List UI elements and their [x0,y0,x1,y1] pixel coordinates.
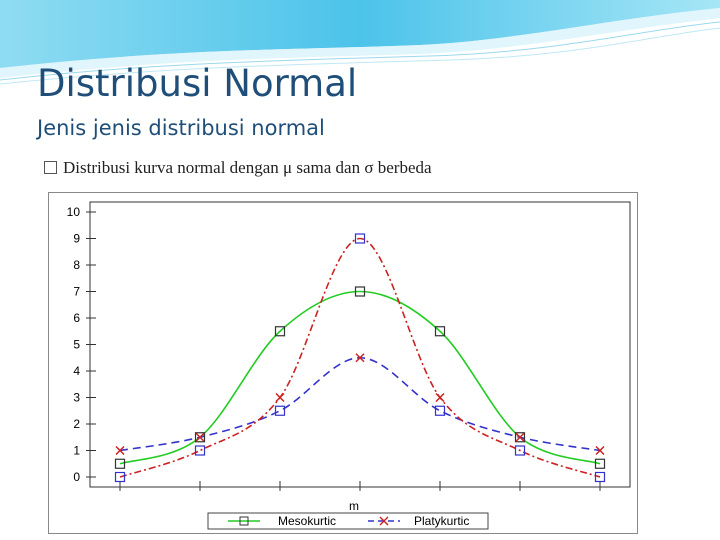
data-point-square [594,458,606,469]
chart-legend: Mesokurtic Platykurtic [207,512,489,530]
bullet-item: Distribusi kurva normal dengan μ sama da… [44,158,432,178]
data-point-square [434,326,446,337]
y-tick-label: 3 [73,391,80,405]
data-point-square [194,445,206,456]
y-tick-label: 5 [73,338,80,352]
header-wave-decoration [0,0,720,85]
y-tick-label: 8 [73,258,80,272]
data-markers [114,233,606,483]
legend-label-platykurtic: Platykurtic [414,514,469,528]
series-line-2 [119,237,601,478]
data-point-square [354,286,366,297]
data-point-x [275,392,285,403]
y-tick-label: 1 [73,444,80,458]
data-point-x [435,392,445,403]
x-axis [119,481,601,491]
data-point-square [354,233,366,244]
chart-outer-frame [48,192,638,534]
legend-label-mesokurtic: Mesokurtic [278,514,336,528]
y-tick-label: 2 [73,417,80,431]
data-point-square [274,326,286,337]
y-tick-label: 0 [73,470,80,484]
data-point-square [594,471,606,483]
data-point-x [195,432,205,442]
data-point-x [515,432,525,442]
y-tick-label: 4 [73,364,80,378]
y-tick-label: 9 [73,232,80,246]
data-point-square [194,432,206,443]
bullet-text: Distribusi kurva normal dengan μ sama da… [63,158,432,177]
y-axis: 0 1 2 3 4 5 6 7 8 9 10 [67,205,96,484]
y-tick-label: 6 [73,311,80,325]
normal-distribution-chart: 0 1 2 3 4 5 6 7 8 9 10 m Mesokurtic Platykurtic [48,192,638,534]
data-point-x [355,353,365,363]
data-point-x [595,445,605,456]
data-point-square [434,405,446,416]
y-tick-label: 10 [67,205,81,219]
data-point-square [514,445,526,456]
data-point-square [274,405,286,416]
slide-subtitle: Jenis jenis distribusi normal [37,116,325,140]
data-point-square [114,458,126,469]
slide-title: Distribusi Normal [37,62,358,105]
data-point-square [514,432,526,443]
checkbox-bullet-icon [44,161,57,174]
x-axis-label: m [349,499,359,513]
data-point-square [114,471,126,483]
y-tick-label: 7 [73,285,80,299]
data-point-x [115,445,125,456]
